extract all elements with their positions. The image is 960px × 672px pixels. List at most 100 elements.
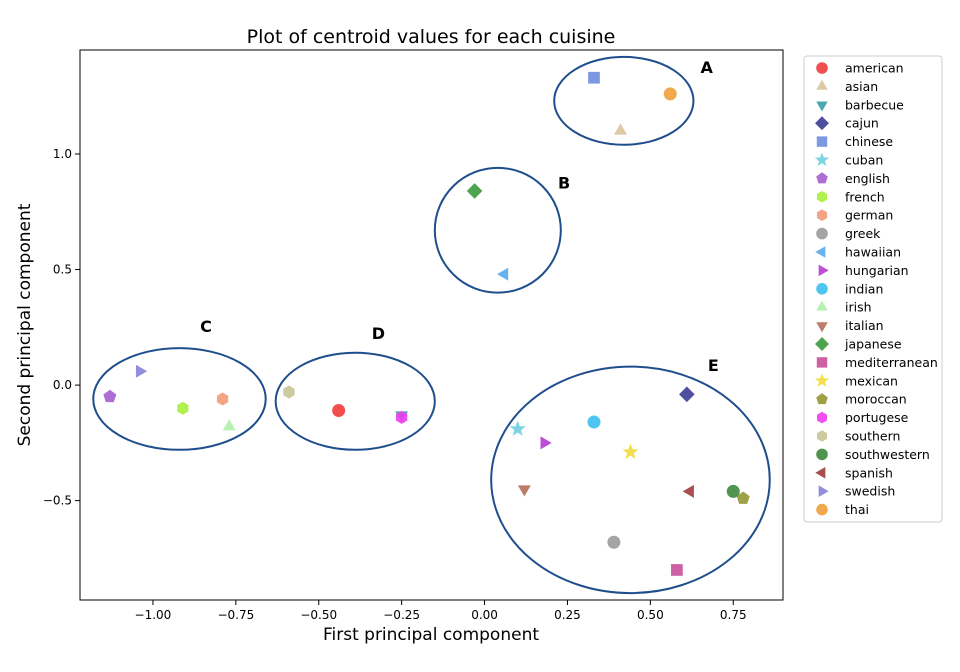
legend-label-spanish: spanish: [845, 465, 893, 480]
y-tick-label: −0.5: [43, 494, 72, 508]
x-tick-label: 0.50: [637, 608, 664, 622]
point-southwestern: [726, 484, 740, 498]
point-american-shape: [332, 404, 346, 418]
legend-marker-asian-shape: [816, 79, 828, 90]
point-southern-shape: [283, 385, 295, 399]
legend-label-asian: asian: [845, 79, 878, 94]
legend-marker-english: [816, 172, 828, 184]
legend-marker-indian: [816, 283, 828, 295]
legend-marker-mexican: [814, 373, 830, 387]
point-mexican: [622, 443, 639, 459]
legend-label-mexican: mexican: [845, 373, 898, 388]
y-axis-ticks: −0.5 0.0 0.5 1.0: [43, 147, 80, 508]
legend-marker-greek-shape: [816, 227, 828, 240]
cluster-a-label: A: [701, 58, 714, 77]
point-moroccan-shape: [736, 491, 750, 504]
legend-label-italian: italian: [845, 318, 884, 333]
cluster-c-label: C: [200, 317, 212, 336]
legend-marker-french: [816, 191, 828, 203]
legend-label-portugese: portugese: [845, 410, 909, 425]
legend: american asian barbecue cajun chinese cuban en…: [803, 55, 943, 523]
point-english: [103, 389, 117, 403]
x-tick-label: 0.00: [471, 608, 498, 622]
cluster-b-ellipse: [433, 166, 562, 294]
point-italian: [517, 485, 531, 497]
legend-marker-thai-shape: [816, 503, 828, 516]
point-hawaiian-shape: [496, 267, 509, 281]
legend-label-swedish: swedish: [845, 484, 895, 499]
y-axis-label: Second principal component: [15, 203, 35, 446]
legend-marker-moroccan-shape: [816, 393, 828, 405]
point-swedish-shape: [135, 364, 148, 378]
point-portugese: [396, 410, 408, 424]
point-cajun: [679, 386, 695, 403]
legend-marker-english-shape: [816, 172, 828, 184]
legend-label-moroccan: moroccan: [845, 392, 907, 407]
point-spanish: [682, 484, 694, 498]
chart-title: Plot of centroid values for each cuisine: [247, 26, 616, 48]
legend-marker-moroccan: [816, 393, 828, 405]
legend-marker-cajun: [815, 116, 829, 131]
legend-marker-portugese: [816, 411, 828, 424]
legend-marker-swedish-shape: [818, 485, 829, 497]
point-hawaiian: [496, 267, 509, 281]
x-axis-ticks: −1.00 −0.75 −0.50 −0.25 0.00 0.25 0.50 0.75: [135, 600, 747, 622]
point-indian-shape: [587, 415, 601, 429]
legend-marker-cuban-shape: [814, 152, 830, 167]
point-southern: [283, 385, 295, 399]
legend-marker-hungarian-shape: [818, 264, 829, 277]
point-cajun-shape: [679, 386, 695, 403]
point-asian: [614, 123, 627, 135]
x-tick-label: −0.50: [300, 608, 337, 622]
point-french: [177, 401, 189, 415]
legend-marker-cajun-shape: [815, 116, 829, 131]
legend-marker-barbecue: [816, 101, 828, 112]
legend-label-english: english: [845, 171, 890, 186]
legend-marker-chinese: [816, 136, 828, 147]
cluster-d-ellipse: [274, 351, 436, 451]
legend-label-hungarian: hungarian: [845, 263, 909, 278]
legend-marker-southwestern: [816, 448, 828, 461]
point-hungarian: [540, 436, 552, 450]
legend-label-mediterranean: mediterranean: [845, 355, 938, 370]
point-american: [332, 404, 346, 418]
legend-marker-southern-shape: [816, 430, 828, 442]
legend-marker-southwestern-shape: [816, 448, 828, 461]
point-chinese-shape: [588, 71, 600, 84]
point-cuban: [509, 420, 526, 436]
legend-marker-chinese-shape: [816, 136, 828, 147]
legend-marker-indian-shape: [816, 283, 828, 295]
legend-marker-italian: [816, 322, 828, 333]
legend-marker-asian: [816, 79, 828, 90]
legend-marker-irish-shape: [816, 300, 828, 311]
cluster-annotations: A B C D E: [92, 55, 771, 595]
point-irish-shape: [222, 419, 236, 431]
cluster-b-label: B: [558, 174, 570, 193]
point-asian-shape: [614, 123, 627, 135]
legend-marker-irish: [816, 300, 828, 311]
legend-marker-mexican-shape: [814, 373, 830, 387]
point-italian-shape: [517, 485, 531, 497]
legend-marker-portugese-shape: [816, 411, 828, 424]
legend-marker-italian-shape: [816, 322, 828, 333]
legend-label-thai: thai: [845, 502, 869, 517]
legend-label-indian: indian: [845, 281, 883, 296]
point-southwestern-shape: [726, 484, 740, 498]
legend-marker-hungarian: [818, 264, 829, 277]
point-french-shape: [177, 401, 189, 415]
x-axis-label: First principal component: [323, 625, 539, 645]
cluster-d-label: D: [372, 324, 385, 343]
point-hungarian-shape: [540, 436, 552, 450]
legend-marker-thai: [816, 503, 828, 516]
point-indian: [587, 415, 601, 429]
legend-marker-german: [816, 209, 828, 221]
point-cuban-shape: [509, 420, 526, 436]
point-irish: [222, 419, 236, 431]
legend-label-american: american: [845, 61, 904, 76]
legend-label-greek: greek: [845, 226, 881, 241]
point-spanish-shape: [682, 484, 694, 498]
legend-marker-southern: [816, 430, 828, 442]
point-greek: [607, 535, 621, 549]
legend-marker-japanese: [815, 337, 829, 351]
cluster-e-ellipse: [490, 365, 771, 595]
